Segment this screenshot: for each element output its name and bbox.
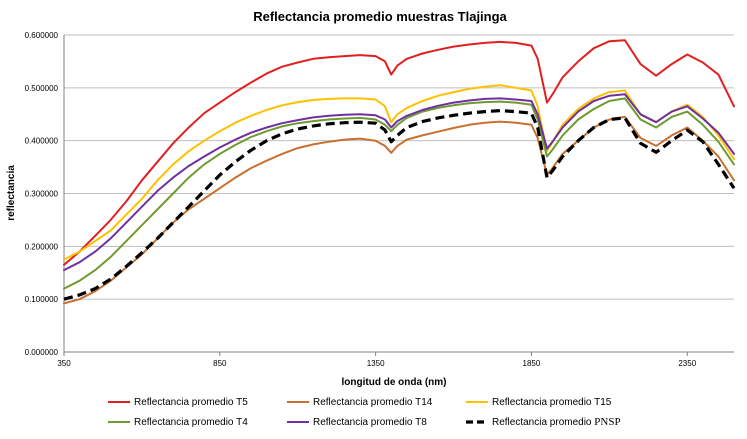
y-tick-label: 0.100000 (25, 295, 59, 304)
y-tick-label: 0.400000 (25, 137, 59, 146)
x-tick-label: 850 (213, 359, 227, 368)
chart-title: Reflectancia promedio muestras Tlajinga (253, 9, 507, 24)
y-tick-label: 0.300000 (25, 190, 59, 199)
x-tick-label: 350 (57, 359, 71, 368)
series-line-t8 (63, 93, 735, 272)
series-line-t15 (63, 84, 735, 261)
x-tick-label: 1850 (523, 359, 541, 368)
series-line-t14 (63, 115, 735, 305)
gridlines (64, 34, 734, 300)
legend-label: Reflectancia promedio T4 (134, 417, 248, 428)
series-line-t4 (63, 97, 735, 290)
legend-label: Reflectancia promedio PNSP (492, 416, 621, 428)
legend-label: Reflectancia promedio T8 (313, 417, 427, 428)
y-axis-title: reflectancia (6, 165, 17, 221)
y-tick-label: 0.500000 (25, 84, 59, 93)
legend-label: Reflectancia promedio T15 (492, 397, 612, 408)
series-line-pnsp (63, 108, 736, 301)
legend-label: Reflectancia promedio T14 (313, 397, 433, 408)
x-tick-label: 2350 (678, 359, 696, 368)
axes (63, 35, 734, 356)
y-tick-label: 0.600000 (25, 31, 59, 40)
series-line-t5 (63, 39, 735, 266)
y-tick-label: 0.000000 (25, 348, 59, 357)
legend: Reflectancia promedio T5 Reflectancia pro… (108, 397, 621, 428)
x-axis-title: longitud de onda (nm) (342, 377, 447, 388)
y-tick-label: 0.200000 (25, 242, 59, 251)
series-lines (63, 39, 736, 305)
tick-labels: 0.000000 0.100000 0.200000 0.300000 0.400000… (25, 31, 697, 368)
legend-label: Reflectancia promedio T5 (134, 397, 248, 408)
x-tick-label: 1350 (367, 359, 385, 368)
